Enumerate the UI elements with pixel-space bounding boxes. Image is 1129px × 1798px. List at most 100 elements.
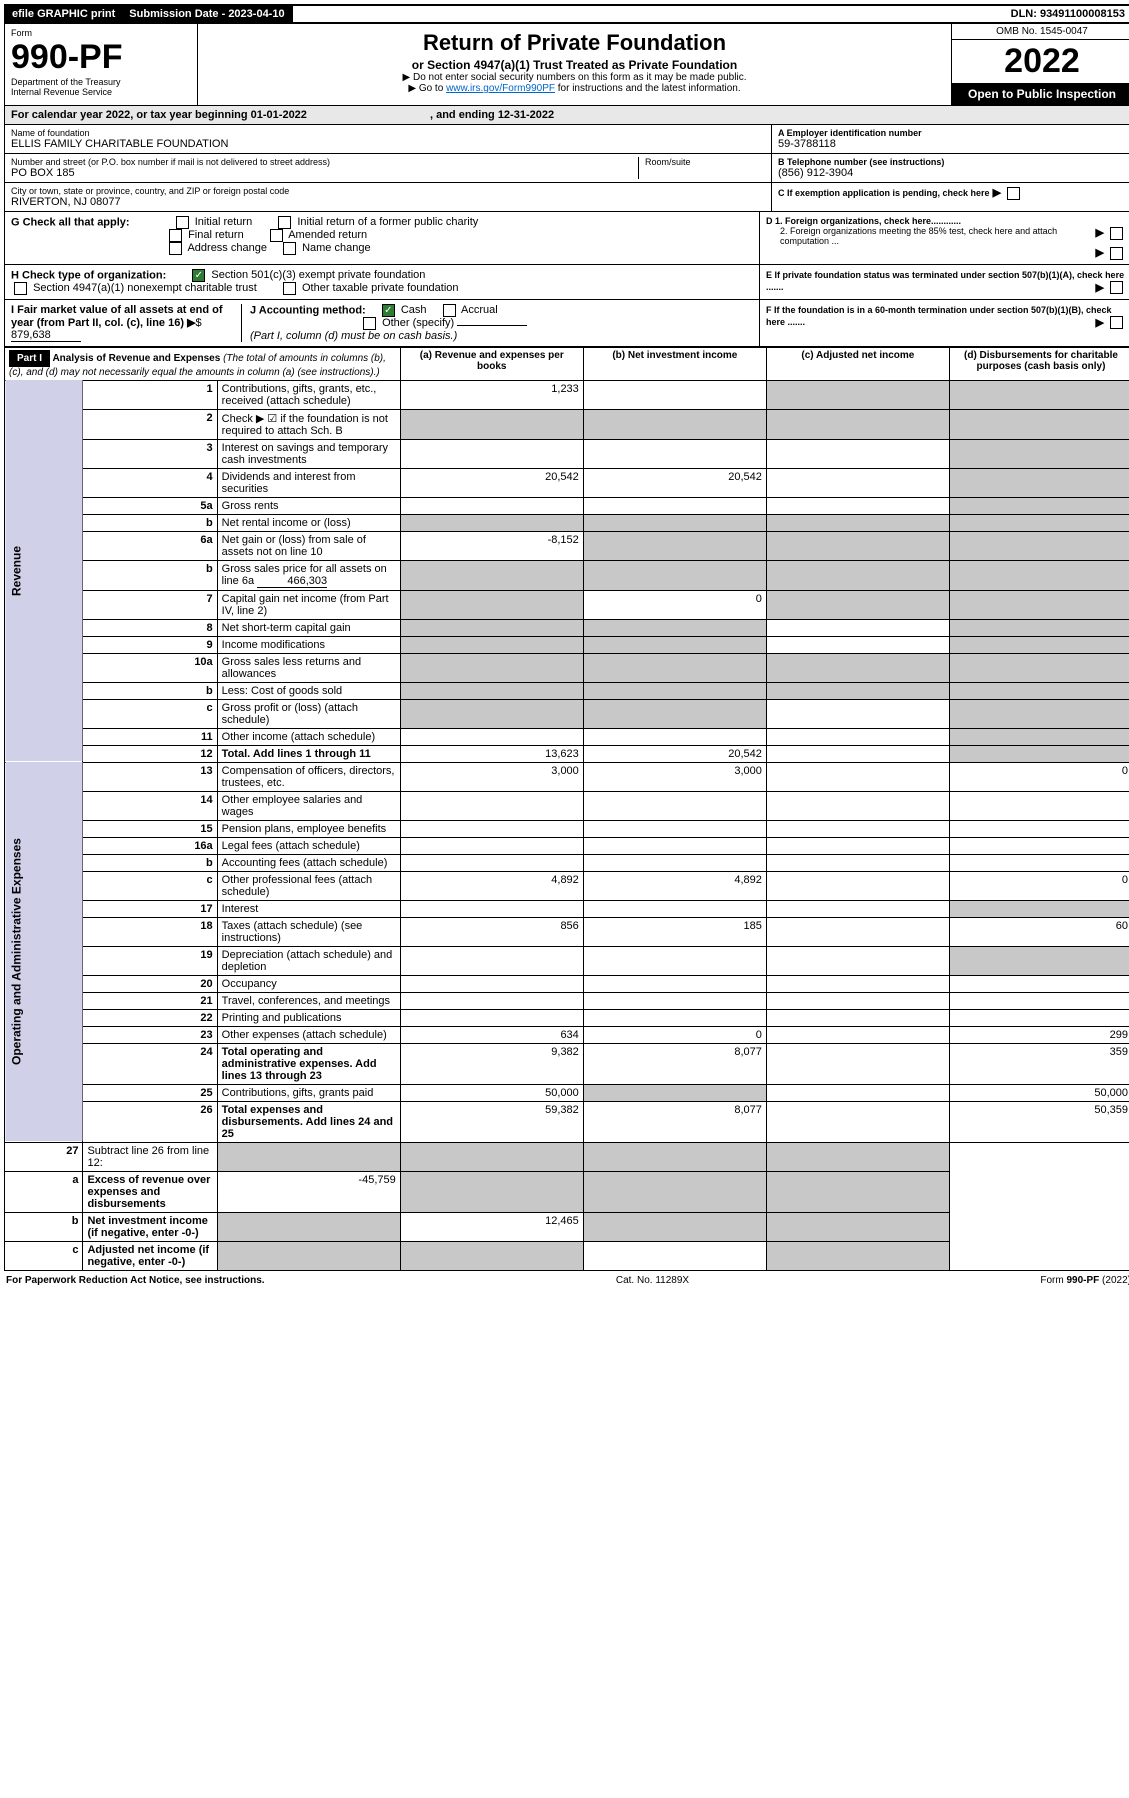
amount-cell bbox=[766, 762, 949, 791]
amount-cell: 13,623 bbox=[400, 745, 583, 762]
line-number: b bbox=[83, 560, 217, 590]
phone-value: (856) 912-3904 bbox=[778, 167, 1126, 179]
ein-cell: A Employer identification number 59-3788… bbox=[772, 125, 1129, 154]
amount-cell bbox=[400, 791, 583, 820]
amount-cell-shaded bbox=[949, 728, 1129, 745]
i-block: I Fair market value of all assets at end… bbox=[11, 304, 241, 342]
amount-cell bbox=[766, 439, 949, 468]
h-other-checkbox[interactable] bbox=[283, 282, 296, 295]
h-4947-checkbox[interactable] bbox=[14, 282, 27, 295]
table-row: 17Interest bbox=[5, 900, 1129, 917]
h-opt1: Section 501(c)(3) exempt private foundat… bbox=[211, 269, 425, 281]
e-checkbox[interactable] bbox=[1110, 281, 1123, 294]
f-right: F If the foundation is in a 60-month ter… bbox=[759, 300, 1129, 346]
amount-cell-shaded bbox=[949, 514, 1129, 531]
open-public: Open to Public Inspection bbox=[952, 83, 1129, 105]
amount-cell bbox=[766, 900, 949, 917]
j-accrual: Accrual bbox=[461, 304, 498, 316]
amount-cell bbox=[400, 820, 583, 837]
irs: Internal Revenue Service bbox=[11, 87, 191, 97]
col-b-header: (b) Net investment income bbox=[583, 347, 766, 380]
amount-cell-shaded bbox=[949, 497, 1129, 514]
g-initial-return-checkbox[interactable] bbox=[176, 216, 189, 229]
line-number: b bbox=[83, 854, 217, 871]
col-a-header: (a) Revenue and expenses per books bbox=[400, 347, 583, 380]
amount-cell: 0 bbox=[949, 871, 1129, 900]
amount-cell bbox=[766, 854, 949, 871]
amount-cell: 50,000 bbox=[949, 1084, 1129, 1101]
amount-cell: 4,892 bbox=[400, 871, 583, 900]
g-final-return-checkbox[interactable] bbox=[169, 229, 182, 242]
amount-cell-shaded bbox=[583, 1171, 766, 1212]
amount-cell-shaded bbox=[949, 745, 1129, 762]
table-row: aExcess of revenue over expenses and dis… bbox=[5, 1171, 1129, 1212]
amount-cell-shaded bbox=[949, 699, 1129, 728]
amount-cell-shaded bbox=[583, 1212, 766, 1241]
d1-checkbox[interactable] bbox=[1110, 227, 1123, 240]
f-label: F If the foundation is in a 60-month ter… bbox=[766, 305, 1112, 327]
amount-cell: 60 bbox=[949, 917, 1129, 946]
line-number: c bbox=[83, 871, 217, 900]
j-cash-checkbox[interactable] bbox=[382, 304, 395, 317]
amount-cell-shaded bbox=[583, 560, 766, 590]
arrow-icon: ▶ bbox=[1095, 246, 1126, 260]
amount-cell bbox=[583, 946, 766, 975]
amount-cell-shaded bbox=[949, 946, 1129, 975]
line-description: Net gain or (loss) from sale of assets n… bbox=[217, 531, 400, 560]
amount-cell bbox=[766, 820, 949, 837]
page-footer: For Paperwork Reduction Act Notice, see … bbox=[4, 1271, 1129, 1290]
arrow-icon: ▶ bbox=[1095, 226, 1126, 240]
g-initial-public-checkbox[interactable] bbox=[278, 216, 291, 229]
amount-cell bbox=[583, 497, 766, 514]
j-other: Other (specify) bbox=[382, 317, 454, 329]
part1-table: Part I Analysis of Revenue and Expenses … bbox=[4, 347, 1129, 1271]
g-opt-3: Amended return bbox=[288, 229, 367, 241]
h-501c3-checkbox[interactable] bbox=[192, 269, 205, 282]
line-description: Accounting fees (attach schedule) bbox=[217, 854, 400, 871]
line-description: Other income (attach schedule) bbox=[217, 728, 400, 745]
omb-number: OMB No. 1545-0047 bbox=[952, 24, 1129, 40]
amount-cell: 8,077 bbox=[583, 1101, 766, 1142]
section-label: Operating and Administrative Expenses bbox=[5, 762, 83, 1142]
j-accrual-checkbox[interactable] bbox=[443, 304, 456, 317]
amount-cell bbox=[583, 728, 766, 745]
c-checkbox[interactable] bbox=[1007, 187, 1020, 200]
amount-cell bbox=[400, 992, 583, 1009]
amount-cell bbox=[766, 728, 949, 745]
j-other-field[interactable] bbox=[457, 325, 527, 326]
line-description: Income modifications bbox=[217, 636, 400, 653]
amount-cell: 9,382 bbox=[400, 1043, 583, 1084]
line-description: Other expenses (attach schedule) bbox=[217, 1026, 400, 1043]
g-name-change-checkbox[interactable] bbox=[283, 242, 296, 255]
d2-checkbox[interactable] bbox=[1110, 247, 1123, 260]
g-amended-checkbox[interactable] bbox=[270, 229, 283, 242]
amount-cell: 3,000 bbox=[583, 762, 766, 791]
amount-cell-shaded bbox=[949, 560, 1129, 590]
amount-cell bbox=[766, 871, 949, 900]
f-checkbox[interactable] bbox=[1110, 316, 1123, 329]
line-number: 12 bbox=[83, 745, 217, 762]
table-row: 25Contributions, gifts, grants paid50,00… bbox=[5, 1084, 1129, 1101]
amount-cell bbox=[949, 1009, 1129, 1026]
line-number: 17 bbox=[83, 900, 217, 917]
irs-link[interactable]: www.irs.gov/Form990PF bbox=[446, 83, 555, 94]
amount-cell bbox=[766, 497, 949, 514]
amount-cell: 185 bbox=[583, 917, 766, 946]
line-number: 6a bbox=[83, 531, 217, 560]
header-left: Form 990-PF Department of the Treasury I… bbox=[5, 24, 198, 105]
table-row: 8Net short-term capital gain bbox=[5, 619, 1129, 636]
table-row: cGross profit or (loss) (attach schedule… bbox=[5, 699, 1129, 728]
city: RIVERTON, NJ 08077 bbox=[11, 196, 765, 208]
identity-right: A Employer identification number 59-3788… bbox=[771, 125, 1129, 211]
j-other-checkbox[interactable] bbox=[363, 317, 376, 330]
amount-cell-shaded bbox=[949, 380, 1129, 409]
amount-cell-shaded bbox=[949, 409, 1129, 439]
amount-cell-shaded bbox=[583, 1142, 766, 1171]
amount-cell-shaded bbox=[766, 514, 949, 531]
line-number: b bbox=[83, 514, 217, 531]
col-d-header: (d) Disbursements for charitable purpose… bbox=[949, 347, 1129, 380]
j-note: (Part I, column (d) must be on cash basi… bbox=[250, 330, 457, 342]
line-description: Dividends and interest from securities bbox=[217, 468, 400, 497]
g-address-change-checkbox[interactable] bbox=[169, 242, 182, 255]
amount-cell-shaded bbox=[766, 409, 949, 439]
